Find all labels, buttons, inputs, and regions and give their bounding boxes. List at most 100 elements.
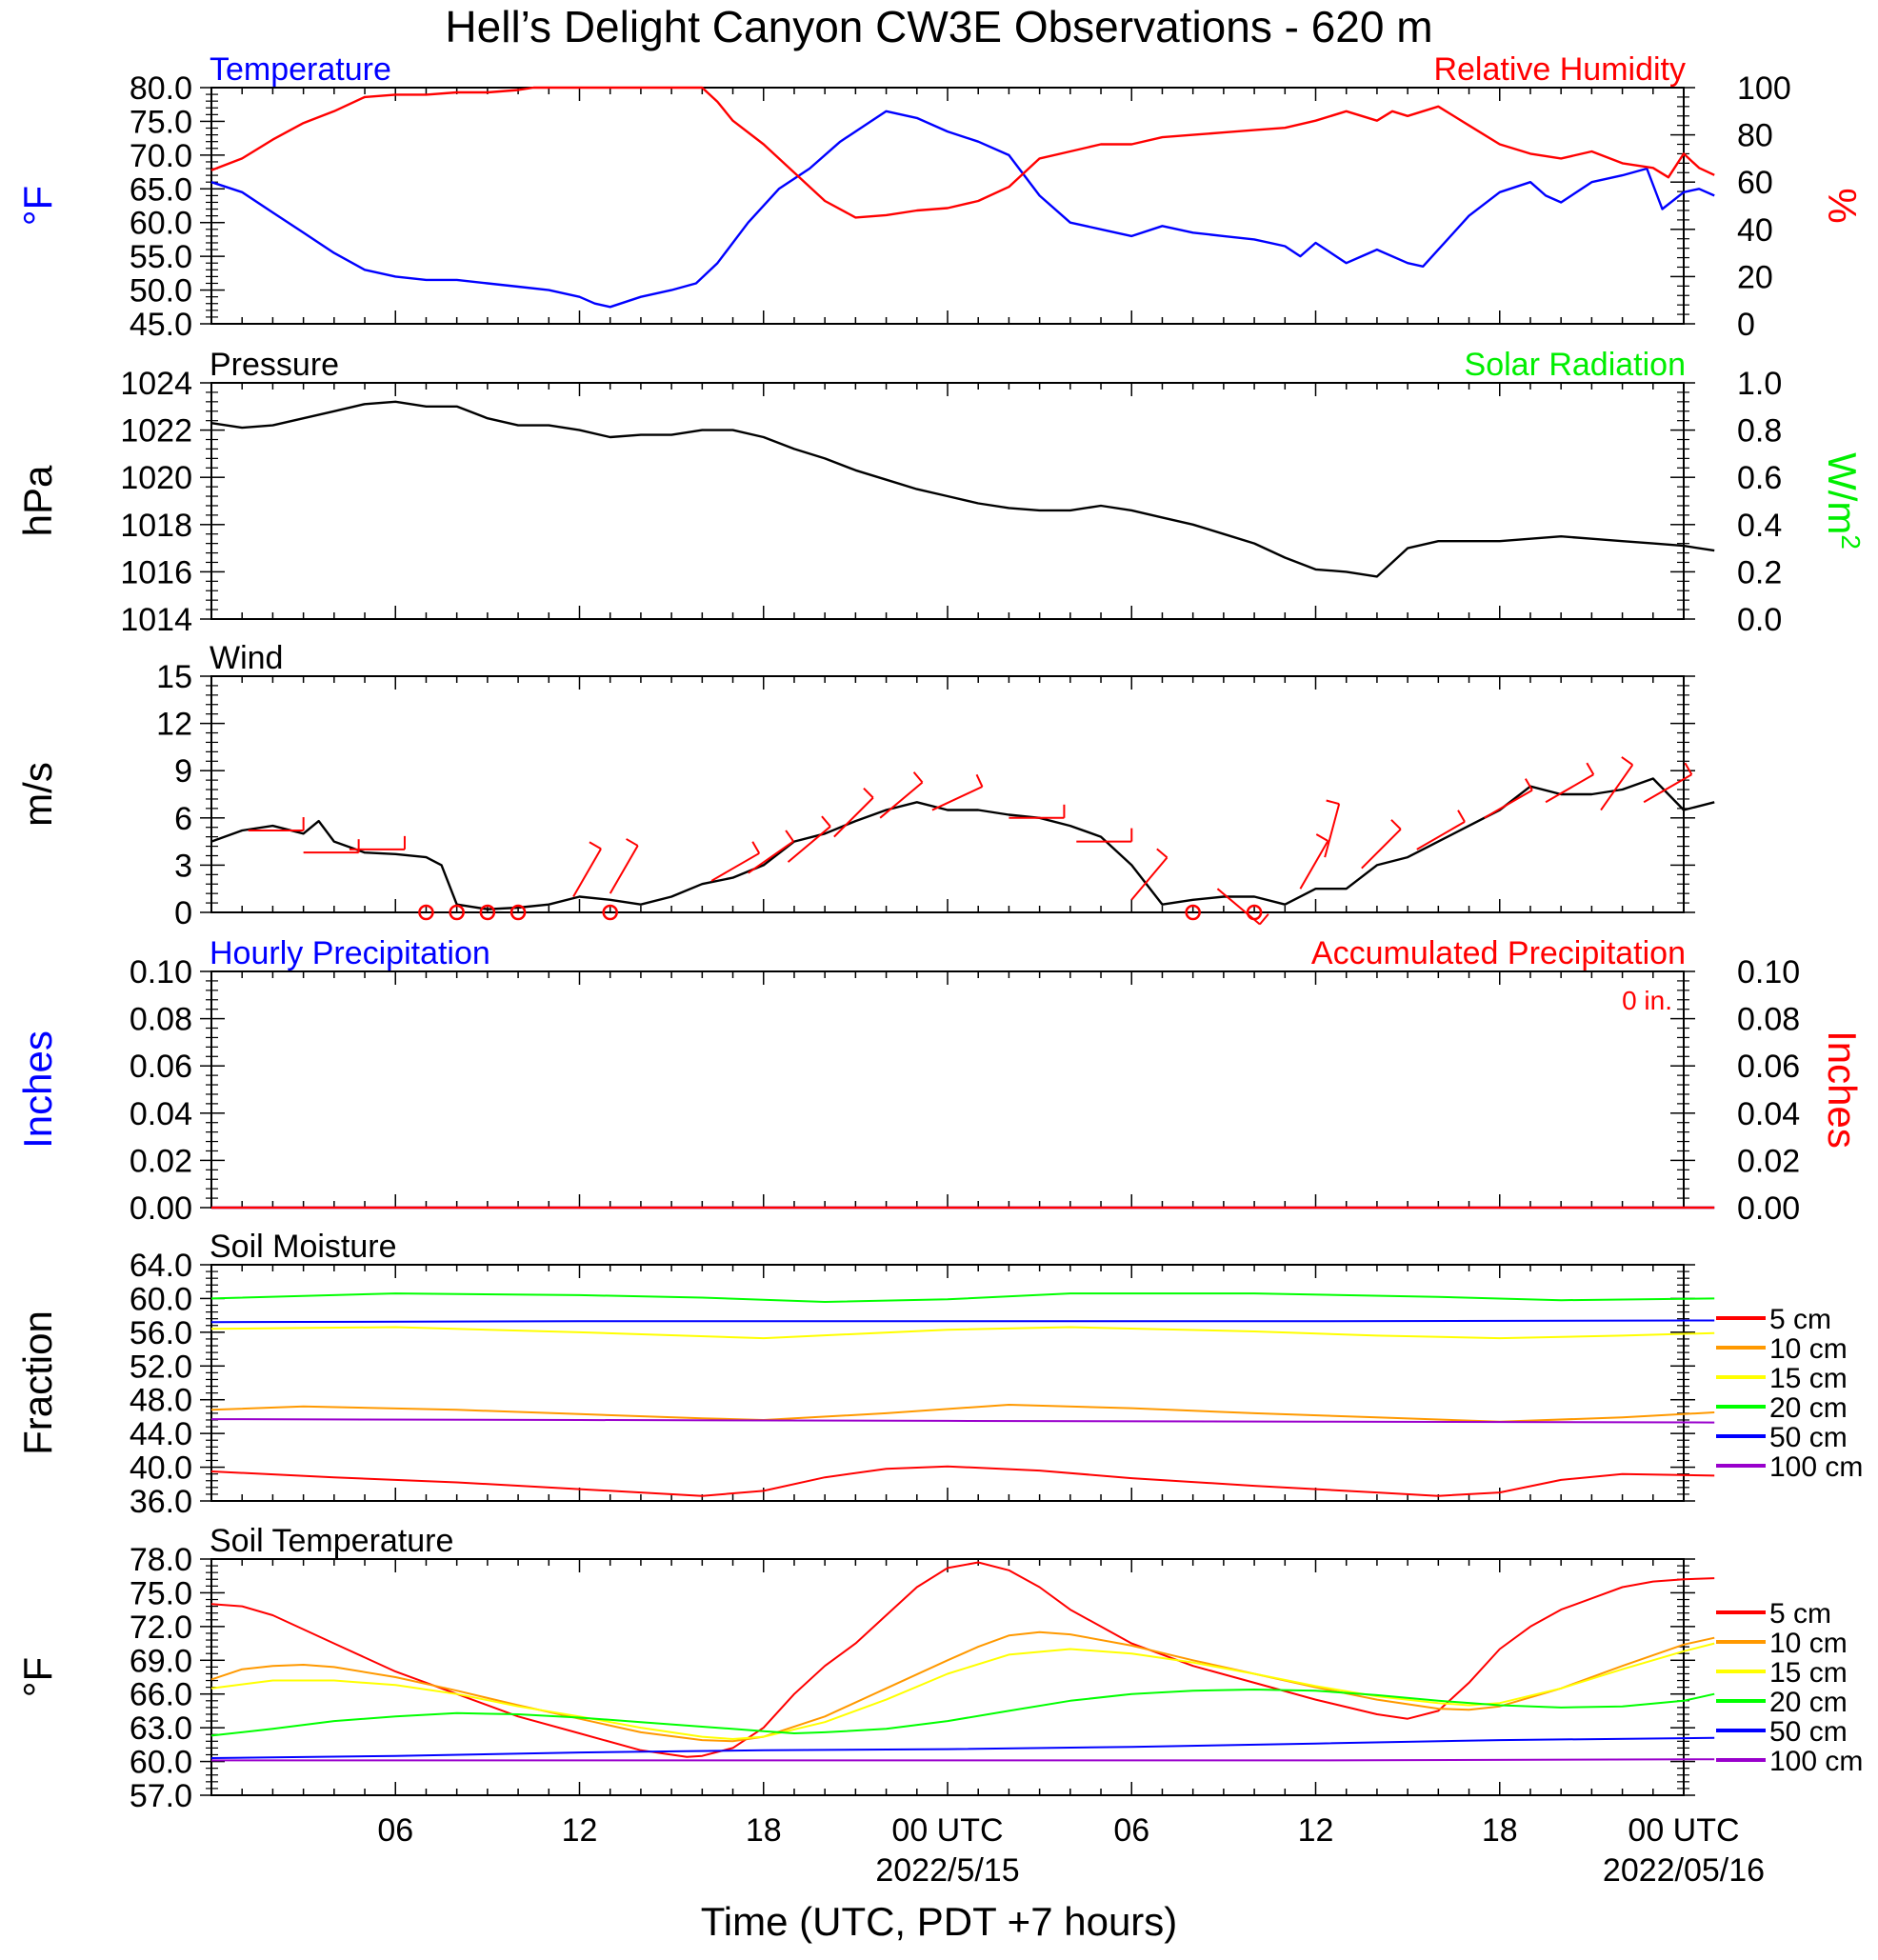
right-axis-title-text: W/m — [1820, 452, 1865, 534]
wind-barb — [931, 786, 983, 811]
y-tick-label: 1018 — [120, 508, 192, 544]
right-axis-title: Inches — [1820, 1030, 1865, 1149]
y-tick-label: 60.0 — [130, 1745, 192, 1781]
left-axis-title: Inches — [15, 1030, 60, 1149]
y-tick-label: 0.10 — [130, 954, 192, 990]
accumulated-total-label: 0 in. — [1622, 986, 1672, 1015]
y-tick-label: 0.02 — [1737, 1143, 1800, 1179]
y-tick-label: 64.0 — [130, 1248, 192, 1284]
series-line-20-cm — [210, 1292, 1715, 1303]
legend-label: 100 cm — [1769, 1451, 1863, 1483]
y-tick-label: 0.0 — [1737, 602, 1782, 638]
y-tick-label: 1020 — [120, 460, 192, 496]
wind-barb — [1361, 828, 1402, 870]
y-tick-label: 56.0 — [130, 1315, 192, 1351]
panel-soil_moisture: 36.040.044.048.052.056.060.064.0 Soil Moi… — [15, 1229, 1863, 1520]
series-line-100-cm — [210, 1418, 1715, 1424]
wind-barb-flag — [1586, 762, 1595, 775]
right-axis-title-text: % — [1820, 188, 1865, 223]
legend-label: 10 cm — [1769, 1333, 1848, 1365]
x-tick-label: 00 UTC — [891, 1812, 1003, 1849]
wind-barb — [572, 848, 602, 897]
y-tick-label: 36.0 — [130, 1484, 192, 1520]
series-line-50-cm — [210, 1736, 1715, 1759]
x-tick-date-label: 2022/05/16 — [1603, 1852, 1765, 1889]
left-axis-title: hPa — [15, 465, 60, 536]
y-tick-label: 75.0 — [130, 104, 192, 140]
y-tick-label: 0.06 — [130, 1049, 192, 1085]
y-tick-label: 40.0 — [130, 1450, 192, 1487]
wind-barb-flag — [1259, 913, 1269, 926]
y-tick-label: 55.0 — [130, 239, 192, 275]
x-tick-label: 18 — [1482, 1812, 1518, 1849]
x-tick-label: 18 — [746, 1812, 782, 1849]
left-axis-title: m/s — [15, 762, 60, 827]
y-tick-label: 70.0 — [130, 138, 192, 174]
wind-barb-flag — [751, 841, 761, 854]
wind-barb — [1643, 773, 1692, 804]
y-tick-label: 0 — [1737, 307, 1755, 343]
panel-label-right: Accumulated Precipitation — [1311, 935, 1686, 971]
left-axis-title: Fraction — [15, 1310, 60, 1455]
y-tick-label: 1016 — [120, 554, 192, 590]
y-tick-label: 63.0 — [130, 1710, 192, 1747]
calm-wind-marker — [1185, 904, 1201, 921]
wind-barb — [1416, 821, 1466, 850]
y-tick-label: 100 — [1737, 70, 1791, 107]
panel-label-left: Pressure — [210, 347, 339, 383]
y-tick-label: 6 — [174, 801, 192, 837]
series-line-10-cm — [210, 1404, 1715, 1423]
y-tick-label: 78.0 — [130, 1542, 192, 1578]
panel-pressure_solar: 1014 1016 1018 1020 1022 1024 0.0 0.2 0.4 0.6 0.8 1… — [15, 347, 1866, 638]
x-tick-date-label: 2022/5/15 — [875, 1852, 1019, 1889]
wind-barb — [833, 796, 874, 838]
y-tick-label: 0.04 — [1737, 1096, 1800, 1132]
y-tick-label: 1022 — [120, 413, 192, 450]
legend-label: 5 cm — [1769, 1304, 1831, 1335]
y-tick-label: 0.6 — [1737, 460, 1782, 496]
y-tick-label: 50.0 — [130, 273, 192, 310]
legend-label: 50 cm — [1769, 1716, 1848, 1748]
series-line-pressure — [210, 400, 1715, 578]
right-axis-title: % — [1820, 188, 1865, 223]
y-tick-label: 0.4 — [1737, 508, 1782, 544]
y-tick-label: 40 — [1737, 212, 1773, 249]
wind-barb-flag — [975, 773, 984, 788]
wind-barb — [1600, 764, 1634, 811]
panel-label-left: Soil Temperature — [210, 1523, 453, 1559]
y-tick-label: 3 — [174, 848, 192, 884]
y-tick-label: 45.0 — [130, 307, 192, 343]
legend-label: 100 cm — [1769, 1746, 1863, 1777]
wind-barb — [1324, 803, 1341, 858]
legend-label: 5 cm — [1769, 1598, 1831, 1630]
y-tick-label: 15 — [156, 659, 192, 695]
wind-barb-flag — [589, 841, 602, 850]
wind-barb-flag — [1315, 833, 1329, 842]
right-axis-title-text: Inches — [1820, 1030, 1865, 1149]
y-tick-label: 0.00 — [130, 1190, 192, 1227]
panel-wind: 0 3 6 9 12 15 Wind m/s — [15, 640, 1715, 931]
y-tick-label: 66.0 — [130, 1677, 192, 1713]
wind-barb — [787, 826, 831, 863]
series-line-100-cm — [211, 1758, 1715, 1762]
y-tick-label: 1.0 — [1737, 366, 1782, 402]
legend-label: 20 cm — [1769, 1392, 1848, 1424]
legend-label: 15 cm — [1769, 1657, 1848, 1689]
series-line-10-cm — [210, 1630, 1715, 1743]
y-tick-label: 0.02 — [130, 1143, 192, 1179]
wind-barb-flag — [1621, 756, 1633, 766]
chart-title: Hell’s Delight Canyon CW3E Observations … — [445, 2, 1432, 51]
x-tick-label: 06 — [377, 1812, 413, 1849]
y-tick-label: 1024 — [120, 366, 192, 402]
y-tick-label: 60.0 — [130, 1281, 192, 1317]
y-tick-label: 65.0 — [130, 171, 192, 208]
series-line-5-cm — [210, 1465, 1715, 1497]
wind-barb-flag — [1457, 810, 1466, 823]
calm-wind-marker — [602, 904, 618, 921]
y-tick-label: 0.08 — [130, 1002, 192, 1038]
panel-label-left: Hourly Precipitation — [210, 935, 490, 971]
